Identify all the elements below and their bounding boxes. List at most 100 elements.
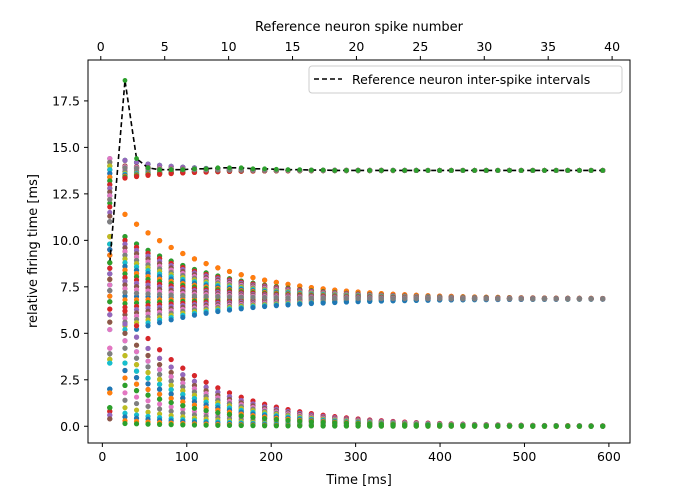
neuron-spike-point [133,159,140,166]
neuron-spike-point [168,395,174,401]
neuron-spike-point [250,304,256,311]
neuron-spike-point [215,422,221,428]
neuron-spike-point [122,397,128,403]
neuron-spike-point [122,345,128,351]
x2-tick-label: 10 [221,39,237,54]
legend: Reference neuron inter-spike intervals [308,65,623,94]
neuron-spike-point [180,388,186,394]
neuron-spike-point [122,263,128,269]
neuron-spike-point [355,421,361,427]
neuron-spike-point [156,371,163,378]
neuron-spike-point [122,289,128,296]
neuron-spike-point [133,342,140,348]
neuron-spike-point [133,221,140,227]
neuron-spike-point [122,330,128,336]
reference-isi-point [297,167,303,173]
legend-entry-reference-isi: Reference neuron inter-spike intervals [352,72,590,87]
neuron-spike-point [145,291,151,297]
neuron-spike-point [460,296,466,302]
neuron-spike-point [145,352,151,359]
reference-isi-point [168,167,174,173]
neuron-spike-point [107,163,113,169]
neuron-spike-point [107,200,113,206]
neuron-spike-point [145,409,151,415]
reference-isi-point [378,168,384,173]
neuron-spike-point [107,178,113,184]
reference-isi-point [238,165,244,171]
neuron-spike-point [250,414,256,420]
neuron-spike-point [180,410,186,416]
neuron-spike-point [107,408,113,414]
neuron-spike-point [122,282,128,288]
neuron-spike-point [238,306,244,312]
neuron-spike-point [122,405,128,411]
neuron-spike-point [215,293,221,300]
reference-isi-point [483,168,489,173]
neuron-spike-point [122,420,128,427]
neuron-spike-point [145,381,151,387]
reference-isi-point [180,167,186,173]
reference-isi-point [285,167,291,173]
neuron-spike-point [168,391,174,397]
neuron-spike-point [530,423,536,429]
reference-isi-point [273,166,279,172]
neuron-spike-point [215,410,221,416]
neuron-spike-point [180,250,186,257]
neuron-spike-point [541,423,548,429]
neuron-spike-point [203,379,209,385]
neuron-spike-point [425,422,431,428]
neuron-spike-point [107,326,113,333]
neuron-spike-point [203,422,209,428]
neuron-spike-point [156,238,163,244]
x2-tick-label: 0 [97,39,105,54]
reference-isi-line-group [107,78,606,266]
neuron-spike-point [343,299,350,305]
reference-isi-point [437,168,443,173]
neuron-spike-point [122,245,128,251]
neuron-spike-point [107,167,113,173]
neuron-spike-point [122,300,128,307]
reference-isi-point [367,168,373,173]
neuron-spike-point [156,320,163,326]
neuron-spike-point [107,265,113,271]
neuron-spike-point [437,422,443,428]
neuron-spike-point [320,419,326,425]
neuron-spike-point [180,406,186,412]
neuron-spike-point [145,323,151,329]
neuron-spike-point [133,368,140,374]
neuron-spike-point [273,295,279,301]
neuron-spike-point [250,423,256,429]
neuron-spike-point [238,422,244,429]
neuron-spike-point [273,423,279,429]
neuron-spike-point [168,292,174,298]
reference-isi-point [413,168,419,173]
neuron-spike-point [156,355,163,362]
neuron-spike-point [600,296,606,302]
neuron-spike-point [145,230,151,236]
neuron-spike-point [226,422,233,429]
neuron-spike-point [156,396,163,402]
neuron-spike-point [107,209,113,216]
neuron-spike-point [107,412,113,418]
x-axis-bottom: 0 100 200 300 400 500 600 [98,443,621,464]
neuron-spike-point [168,374,174,380]
reference-isi-point [542,168,547,173]
neuron-spike-point [332,299,338,306]
neuron-spike-point [107,319,113,325]
reference-isi-point [565,168,571,173]
neuron-spike-point [226,307,233,313]
neuron-spike-point [215,385,221,391]
neuron-spike-point [145,369,151,376]
x-axis-top: 0 5 10 15 20 25 30 35 40 [97,39,620,60]
neuron-spike-point [238,413,244,419]
neuron-spike-point [145,335,151,342]
neuron-spike-point [332,295,338,301]
reference-isi-point [157,167,162,173]
neuron-spike-point [191,378,198,384]
y-tick-label: 12.5 [52,186,80,201]
neuron-spike-point [191,373,198,379]
neuron-spike-point [156,361,163,368]
neuron-spike-point [122,293,128,299]
neuron-spike-point [343,295,350,301]
x-tick-label: 0 [98,449,106,464]
